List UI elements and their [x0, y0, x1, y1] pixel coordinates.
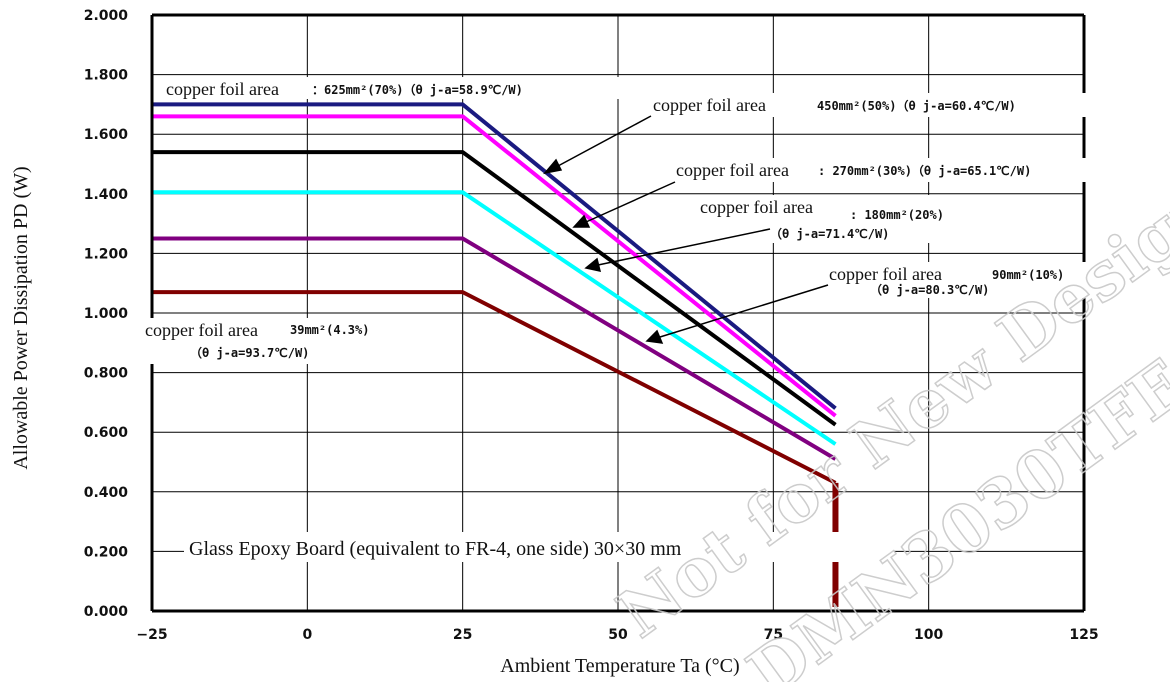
- y-tick-label: 0.200: [84, 544, 129, 560]
- annotation-450: copper foil area 450mm²(50%)（θ j-a=60.4℃…: [650, 93, 1140, 117]
- arrow-90: [659, 284, 829, 338]
- board-note: Glass Epoxy Board (equivalent to FR-4, o…: [184, 532, 894, 562]
- annotation-270-main: copper foil area: [676, 160, 789, 180]
- series-line-3: [152, 190, 837, 446]
- annotation-39-main: copper foil area: [145, 320, 258, 340]
- series-line-1: [152, 114, 837, 418]
- x-tick-label: 25: [453, 627, 472, 643]
- y-tick-label: 0.000: [84, 604, 129, 620]
- annotation-180-detail2: （θ j-a=71.4℃/W): [770, 226, 889, 241]
- arrow-180: [597, 228, 771, 266]
- x-tick-label: −25: [136, 627, 167, 643]
- annotation-39-detail1: 39mm²(4.3%): [290, 323, 369, 337]
- arrowhead-450: [543, 158, 563, 175]
- annotation-39: copper foil area 39mm²(4.3%) （θ j-a=93.7…: [142, 318, 440, 364]
- arrowhead-270: [572, 214, 591, 228]
- x-tick-label: 125: [1069, 627, 1098, 643]
- y-tick-label: 1.600: [84, 127, 129, 143]
- y-tick-label: 1.000: [84, 306, 129, 322]
- x-tick-label: 0: [302, 627, 312, 643]
- annotation-450-main: copper foil area: [653, 95, 766, 115]
- series-line-5: [152, 290, 837, 485]
- annotation-625: copper foil area ：625mm²(70%)（θ j-a=58.9…: [163, 77, 723, 99]
- arrowhead-90: [645, 329, 664, 344]
- annotation-625-main: copper foil area: [166, 79, 279, 99]
- annotation-arrows: [543, 115, 829, 344]
- annotation-270-detail: : 270mm²(30%)（θ j-a=65.1℃/W): [818, 163, 1031, 178]
- y-tick-label: 1.800: [84, 68, 129, 84]
- annotation-90-detail1: 90mm²(10%): [992, 268, 1064, 282]
- annotation-90-detail2: （θ j-a=80.3℃/W): [870, 282, 989, 297]
- x-axis-title: Ambient Temperature Ta (°C): [500, 655, 739, 677]
- y-tick-label: 0.800: [84, 366, 129, 382]
- tick-labels: 0.000 0.200 0.400 0.600 0.800 1.000 1.200 1.400…: [84, 8, 1099, 643]
- series-line-2: [152, 150, 837, 427]
- series-line-4: [152, 236, 837, 461]
- annotation-270: copper foil area : 270mm²(30%)（θ j-a=65.…: [673, 158, 1165, 182]
- annotation-90-main: copper foil area: [829, 264, 942, 284]
- arrowhead-180: [584, 257, 602, 272]
- series-layer: [152, 102, 839, 607]
- y-tick-label: 2.000: [84, 8, 129, 24]
- annotation-450-detail: 450mm²(50%)（θ j-a=60.4℃/W): [817, 98, 1016, 113]
- x-tick-label: 50: [608, 627, 628, 643]
- board-note-text: Glass Epoxy Board (equivalent to FR-4, o…: [189, 538, 682, 560]
- y-axis-title: Allowable Power Dissipation PD (W): [10, 166, 32, 469]
- series-line-0: [152, 102, 837, 410]
- y-tick-label: 0.600: [84, 425, 129, 441]
- annotation-180: copper foil area : 180mm²(20%) （θ j-a=71…: [697, 195, 1037, 243]
- annotation-180-main: copper foil area: [700, 197, 813, 217]
- y-tick-label: 1.400: [84, 187, 129, 203]
- x-tick-label: 75: [764, 627, 783, 643]
- annotation-180-detail1: : 180mm²(20%): [838, 208, 944, 222]
- annotation-90: copper foil area 90mm²(10%) （θ j-a=80.3℃…: [826, 262, 1148, 298]
- y-tick-label: 1.200: [84, 246, 129, 262]
- annotation-39-detail2: （θ j-a=93.7℃/W): [190, 345, 309, 360]
- annotation-625-detail: ：625mm²(70%)（θ j-a=58.9℃/W): [312, 82, 523, 97]
- y-tick-label: 0.400: [84, 485, 129, 501]
- x-tick-label: 100: [914, 627, 943, 643]
- arrow-450: [557, 115, 652, 167]
- arrow-270: [585, 181, 676, 223]
